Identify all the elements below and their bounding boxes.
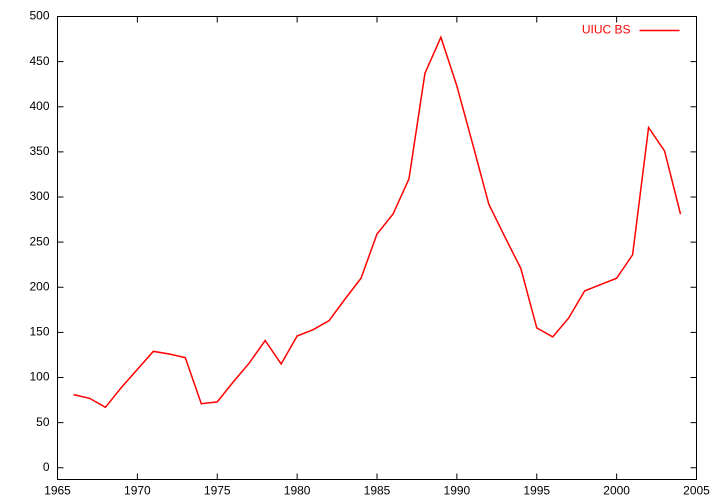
x-tick-label: 1990 — [444, 484, 471, 498]
y-tick-label: 500 — [29, 9, 49, 23]
x-tick-label: 1965 — [44, 484, 71, 498]
y-tick-label: 300 — [29, 189, 49, 203]
y-tick-label: 0 — [43, 460, 50, 474]
legend-label: UIUC BS — [582, 23, 631, 37]
plot-frame — [57, 16, 697, 480]
y-tick-label: 150 — [29, 325, 49, 339]
x-tick-label: 1985 — [364, 484, 391, 498]
x-tick-label: 1975 — [204, 484, 231, 498]
x-tick-label: 2005 — [683, 484, 710, 498]
x-tick-label: 1995 — [523, 484, 550, 498]
x-tick-label: 2000 — [603, 484, 630, 498]
y-tick-label: 450 — [29, 54, 49, 68]
y-tick-label: 350 — [29, 144, 49, 158]
y-tick-label: 250 — [29, 234, 49, 248]
x-tick-label: 1980 — [284, 484, 311, 498]
y-tick-label: 100 — [29, 370, 49, 384]
y-tick-label: 50 — [36, 415, 50, 429]
y-tick-label: 400 — [29, 99, 49, 113]
x-tick-label: 1970 — [124, 484, 151, 498]
data-line — [73, 35, 682, 409]
y-tick-label: 200 — [29, 279, 49, 293]
